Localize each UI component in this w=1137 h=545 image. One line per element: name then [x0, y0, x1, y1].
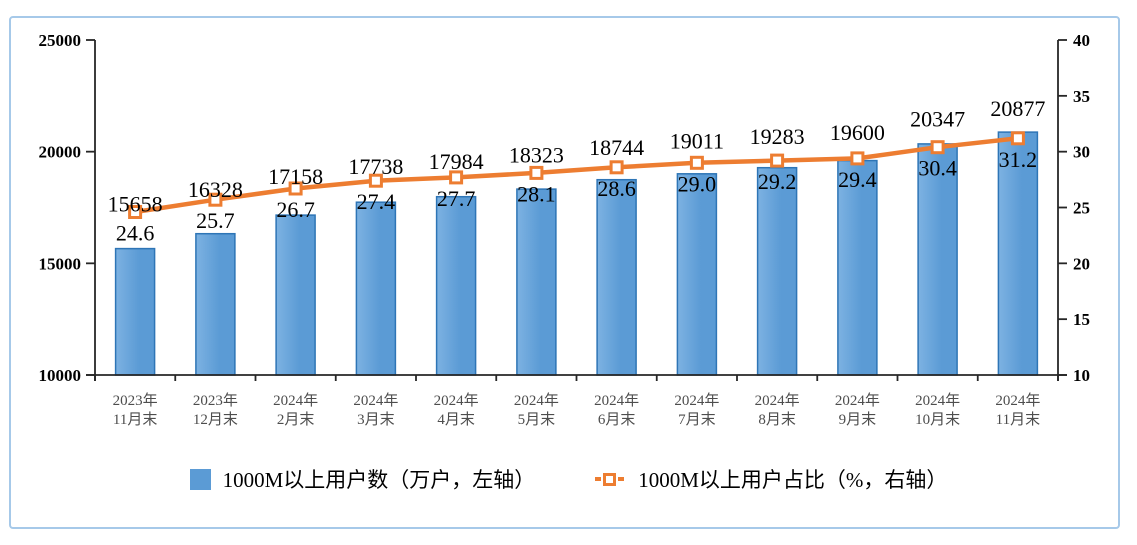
bar-value-label: 19011 — [670, 128, 724, 153]
x-axis-category-label: 2024年 11月末 — [995, 392, 1040, 428]
legend-item-line-series: 1000M以上用户占比（%，右轴） — [593, 464, 947, 494]
line-value-label: 28.6 — [597, 176, 636, 201]
line-series-marker-icon — [593, 472, 626, 486]
line-marker — [609, 160, 624, 175]
bar-series-swatch-icon — [189, 468, 211, 490]
line-marker — [208, 192, 223, 207]
x-axis-category-label: 2024年 5月末 — [514, 392, 559, 428]
bar — [997, 131, 1039, 376]
bar-value-label: 20877 — [990, 96, 1045, 121]
bar — [114, 247, 156, 376]
line-marker — [449, 170, 464, 185]
left-axis-tick-label: 20000 — [39, 143, 82, 162]
x-axis-category-label: 2024年 7月末 — [674, 392, 719, 428]
x-axis-category-label: 2024年 8月末 — [755, 392, 800, 428]
bar-value-label: 17158 — [268, 164, 323, 189]
line-value-label: 29.0 — [678, 171, 717, 196]
line-value-label: 25.7 — [196, 208, 235, 233]
x-axis-category-label: 2024年 9月末 — [835, 392, 880, 428]
bar-value-label: 18744 — [589, 135, 644, 160]
bar — [355, 201, 397, 376]
bar — [275, 214, 316, 376]
bar — [435, 195, 477, 376]
line-series — [134, 136, 1019, 215]
bar — [195, 232, 236, 376]
line-marker — [770, 153, 785, 168]
x-axis-category-label: 2023年 11月末 — [113, 392, 158, 428]
x-axis-category-label: 2024年 3月末 — [353, 392, 398, 428]
line-value-label: 29.2 — [758, 169, 797, 194]
right-axis-tick-label: 15 — [1073, 310, 1090, 329]
line-marker — [368, 173, 383, 188]
bar-value-label: 18323 — [509, 142, 564, 167]
line-marker — [850, 151, 865, 166]
line-value-label: 27.7 — [437, 186, 476, 211]
line-value-label: 26.7 — [276, 197, 315, 222]
x-axis-category-label: 2024年 4月末 — [434, 392, 479, 428]
bar-value-label: 19600 — [830, 120, 885, 145]
x-axis-category-label: 2023年 12月末 — [193, 392, 238, 428]
x-axis-category-label: 2024年 10月末 — [915, 392, 960, 428]
right-axis-tick-label: 40 — [1073, 31, 1090, 50]
right-axis-tick-label: 35 — [1073, 87, 1090, 106]
line-value-label: 29.4 — [838, 167, 877, 192]
right-axis-tick-label: 10 — [1073, 366, 1090, 385]
line-value-label: 27.4 — [357, 189, 396, 214]
bar-value-label: 17984 — [429, 149, 484, 174]
left-axis-tick-label: 10000 — [39, 366, 82, 385]
left-axis-tick-label: 15000 — [39, 254, 82, 273]
left-axis-tick-label: 25000 — [39, 31, 82, 50]
bar — [676, 173, 718, 376]
line-marker — [689, 155, 704, 170]
line-marker — [128, 205, 143, 219]
right-axis-tick-label: 25 — [1073, 199, 1090, 218]
line-marker — [288, 181, 303, 196]
right-axis-tick-label: 30 — [1073, 143, 1090, 162]
x-axis-category-label: 2024年 2月末 — [273, 392, 318, 428]
chart-legend: 1000M以上用户数（万户，左轴） 1000M以上用户占比（%，右轴） — [0, 458, 1137, 500]
line-value-label: 30.4 — [918, 156, 957, 181]
bar-value-label: 16328 — [188, 177, 243, 202]
bar-value-label: 15658 — [108, 192, 163, 217]
bar — [837, 159, 878, 376]
bar-value-label: 20347 — [910, 107, 965, 132]
x-axis-category-label: 2024年 6月末 — [594, 392, 639, 428]
line-marker — [1010, 131, 1025, 146]
line-series-legend-label: 1000M以上用户占比（%，右轴） — [638, 468, 948, 492]
legend-item-bar-series: 1000M以上用户数（万户，左轴） — [189, 464, 536, 494]
line-value-label: 31.2 — [999, 147, 1038, 172]
right-axis-tick-label: 20 — [1073, 254, 1090, 273]
line-value-label: 24.6 — [116, 221, 155, 246]
bar — [756, 166, 798, 376]
bar-value-label: 19283 — [750, 124, 805, 149]
bar-series-legend-label: 1000M以上用户数（万户，左轴） — [222, 468, 536, 492]
bar-value-label: 17738 — [348, 154, 403, 179]
bar — [917, 143, 958, 376]
line-marker — [930, 140, 945, 155]
line-value-label: 28.1 — [517, 181, 556, 206]
line-marker — [529, 165, 544, 180]
bar — [596, 178, 637, 376]
bar — [516, 188, 557, 376]
